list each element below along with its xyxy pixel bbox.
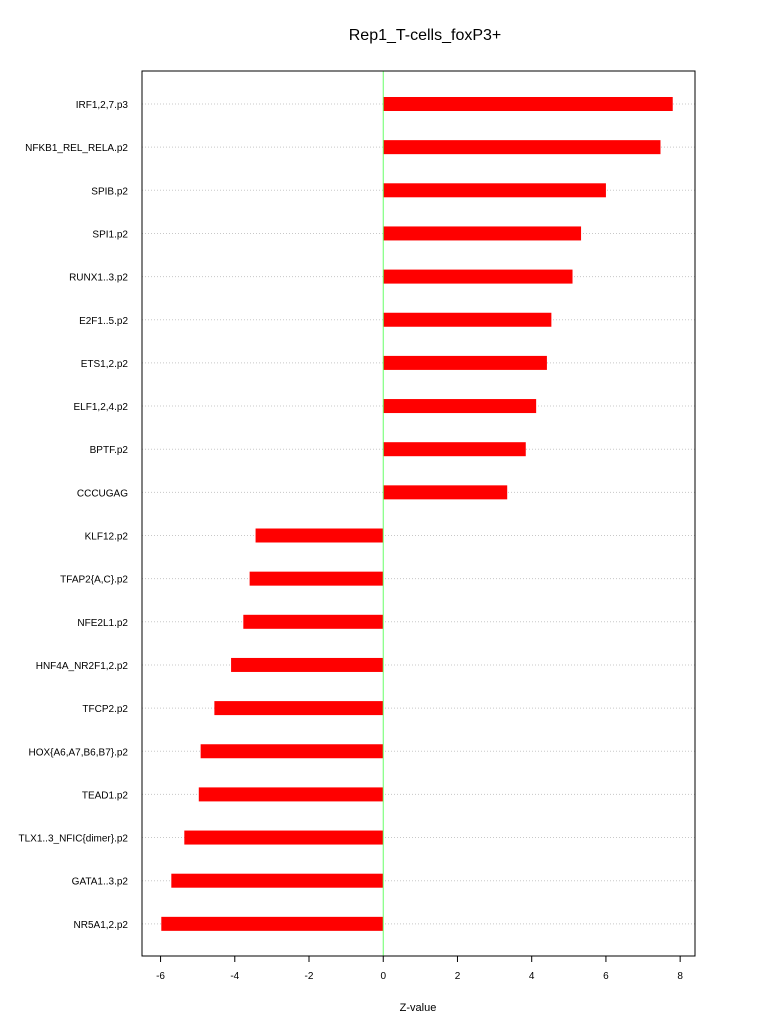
category-label: BPTF.p2: [90, 445, 129, 456]
x-tick-label: -2: [305, 971, 314, 982]
x-tick-label: 8: [677, 971, 683, 982]
x-tick-label: 6: [603, 971, 609, 982]
chart-title: Rep1_T-cells_foxP3+: [349, 27, 502, 44]
category-label: ETS1,2.p2: [81, 359, 129, 370]
bar: [243, 614, 384, 629]
category-label: KLF12.p2: [85, 532, 129, 543]
bar: [383, 140, 661, 155]
x-axis: -6 -4 -2 0 2 4 6 8: [156, 955, 683, 982]
category-label: TLX1..3_NFIC{dimer}.p2: [19, 834, 129, 845]
x-tick-label: -4: [230, 971, 239, 982]
category-label: E2F1..5.p2: [79, 316, 128, 327]
bar: [383, 399, 537, 414]
x-axis-label: Z-value: [400, 1002, 437, 1014]
category-label: CCCUGAG: [77, 488, 128, 499]
category-label: NFKB1_REL_RELA.p2: [25, 143, 128, 154]
bar: [383, 269, 573, 284]
bar: [200, 744, 384, 759]
bar: [383, 485, 508, 500]
category-label: SPI1.p2: [92, 229, 128, 240]
bar: [383, 355, 547, 370]
bar: [383, 312, 552, 327]
category-label: TEAD1.p2: [82, 790, 129, 801]
category-label: GATA1..3.p2: [72, 877, 129, 888]
x-tick-label: 2: [455, 971, 461, 982]
bar: [198, 787, 384, 802]
category-label: RUNX1..3.p2: [69, 273, 128, 284]
category-label: TFAP2{A,C}.p2: [60, 575, 128, 586]
bar: [383, 97, 673, 111]
bar: [231, 657, 384, 672]
bar: [171, 873, 384, 888]
category-label: HNF4A_NR2F1,2.p2: [36, 661, 129, 672]
bar: [383, 442, 526, 457]
category-label: SPIB.p2: [91, 186, 128, 197]
bar: [161, 916, 384, 931]
category-label: IRF1,2,7.p3: [76, 100, 129, 111]
bar: [383, 226, 582, 241]
x-tick-label: -6: [156, 971, 165, 982]
category-label: ELF1,2,4.p2: [74, 402, 129, 413]
x-tick-label: 0: [380, 971, 386, 982]
category-label: TFCP2.p2: [82, 704, 128, 715]
bar: [383, 183, 606, 198]
category-label: HOX{A6,A7,B6,B7}.p2: [28, 747, 128, 758]
category-label: NFE2L1.p2: [77, 618, 128, 629]
bar-layer: [161, 97, 673, 931]
bar: [214, 701, 384, 716]
category-label: NR5A1,2.p2: [74, 920, 129, 931]
bar: [255, 528, 384, 543]
plot-frame: [141, 70, 696, 957]
bar: [184, 830, 384, 845]
bar: [249, 571, 384, 586]
category-labels: IRF1,2,7.p3 NFKB1_REL_RELA.p2 SPIB.p2 SPI1.…: [19, 100, 129, 931]
x-tick-label: 4: [529, 971, 535, 982]
